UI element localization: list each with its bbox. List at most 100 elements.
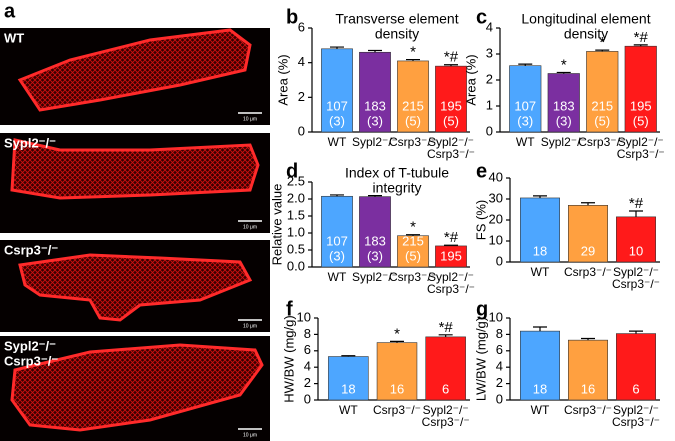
y-tick-label: 6 <box>298 19 305 34</box>
cell <box>17 28 252 112</box>
bar <box>616 333 656 401</box>
n-label: 107 <box>514 98 536 113</box>
bar <box>376 342 418 401</box>
y-tick-label: 4 <box>486 19 493 34</box>
animal-label: (3) <box>556 113 572 128</box>
error-bar <box>368 49 382 53</box>
error-bar <box>581 337 595 341</box>
n-label: 29 <box>581 243 595 258</box>
animal-label: (3) <box>367 113 383 128</box>
significance: *# <box>444 49 459 66</box>
x-tick-label: WT <box>328 270 347 284</box>
x-tick-label: WT <box>328 135 347 149</box>
bar <box>509 65 542 133</box>
chart-title: Longitudinal element <box>521 11 650 27</box>
n-label: 16 <box>390 381 404 396</box>
y-axis-label: FS (%) <box>473 200 488 240</box>
animal-label: (3) <box>517 113 533 128</box>
y-tick-label: 4 <box>304 359 311 374</box>
x-tick-label: Csrp3⁻/⁻ <box>612 415 660 429</box>
bar <box>547 73 580 133</box>
y-tick-label: 30 <box>489 190 503 205</box>
y-tick-label: 1.5 <box>287 207 305 222</box>
bar <box>568 339 608 401</box>
y-axis-label: Relative value <box>269 184 284 266</box>
image-label: Csrp3⁻/⁻ <box>4 353 58 368</box>
panel-letter: a <box>4 0 16 22</box>
x-tick-label: Sypl2⁻/⁻ <box>613 403 659 417</box>
n-label: 18 <box>533 243 547 258</box>
y-tick-label: 0 <box>298 123 305 138</box>
bar <box>616 216 656 263</box>
panel-letter: g <box>476 298 488 320</box>
scale-label: 10 μm <box>243 224 257 230</box>
y-tick-label: 0 <box>496 391 503 406</box>
x-tick-label: WT <box>531 265 550 279</box>
x-tick-label: Csrp3⁻/⁻ <box>612 277 660 291</box>
y-tick-label: 2 <box>486 71 493 86</box>
y-axis-label: HW/BW (mg/g) <box>281 315 296 402</box>
y-tick-label: 6 <box>304 342 311 357</box>
bar <box>321 48 353 133</box>
error-bar <box>368 195 382 197</box>
n-label: 195 <box>630 98 652 113</box>
error-bar <box>438 334 453 337</box>
error-bar <box>390 340 404 343</box>
bar <box>397 235 429 268</box>
x-tick-label: WT <box>516 135 535 149</box>
x-tick-label: Csrp3⁻/⁻ <box>564 265 612 279</box>
error-bar <box>556 71 571 74</box>
n-label: 6 <box>442 381 449 396</box>
y-axis-label: Area (%) <box>275 54 290 105</box>
n-label: 107 <box>326 233 348 248</box>
error-bar <box>444 244 458 246</box>
significance: * <box>394 325 400 342</box>
x-tick-label: Csrp3⁻/⁻ <box>564 403 612 417</box>
panel-letter: f <box>286 298 293 320</box>
n-label: 195 <box>440 98 462 113</box>
panel-letter: d <box>286 160 298 182</box>
x-tick-label: Csrp3⁻/⁻ <box>427 282 475 296</box>
bar <box>624 45 657 133</box>
cell <box>10 138 260 200</box>
y-tick-label: 2 <box>304 375 311 390</box>
bar <box>435 65 467 133</box>
significance: *# <box>629 195 644 212</box>
x-tick-label: Csrp3⁻/⁻ <box>389 270 437 284</box>
y-tick-label: 1.0 <box>287 224 305 239</box>
y-tick-label: 40 <box>489 169 503 184</box>
panel-letter: b <box>286 6 298 28</box>
y-tick-label: 6 <box>496 342 503 357</box>
scale-label: 10 μm <box>243 116 257 122</box>
y-tick-label: 0 <box>486 123 493 138</box>
significance: * <box>599 34 605 51</box>
x-tick-label: Sypl2⁻/⁻ <box>428 135 474 149</box>
animal-label: (5) <box>594 113 610 128</box>
y-axis-label: Area (%) <box>463 54 478 105</box>
cell <box>10 343 264 432</box>
n-label: 18 <box>341 381 355 396</box>
error-bar <box>518 63 533 66</box>
significance: * <box>410 44 416 61</box>
image-label: WT <box>4 30 24 45</box>
x-tick-label: Sypl2⁻/⁻ <box>428 270 474 284</box>
n-label: 16 <box>581 381 595 396</box>
bar <box>586 51 619 133</box>
n-label: 107 <box>326 98 348 113</box>
y-tick-label: 0 <box>496 253 503 268</box>
significance: * <box>561 56 567 73</box>
animal-label: (3) <box>329 248 345 263</box>
y-tick-label: 0.5 <box>287 241 305 256</box>
chart-title: Index of T-tubule <box>345 165 449 181</box>
n-label: 10 <box>629 243 643 258</box>
error-bar <box>406 234 420 236</box>
bar <box>359 196 391 268</box>
scale-label: 10 μm <box>243 323 257 329</box>
y-tick-label: 3 <box>486 45 493 60</box>
image-label: Csrp3⁻/⁻ <box>4 242 58 257</box>
bar <box>425 336 466 401</box>
x-tick-label: Csrp3⁻/⁻ <box>617 147 665 161</box>
error-bar <box>633 44 648 47</box>
y-tick-label: 0 <box>304 391 311 406</box>
